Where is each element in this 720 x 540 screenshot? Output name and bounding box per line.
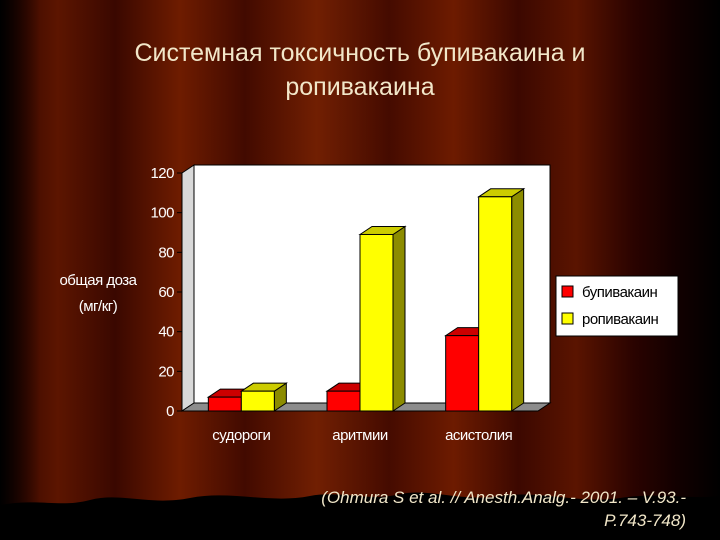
y-tick-label: 20 [158, 363, 174, 380]
y-tick-label: 100 [150, 205, 174, 222]
bar [239, 382, 288, 412]
y-tick-label: 0 [166, 403, 174, 420]
bar-side [511, 187, 525, 412]
slide-title-line2: ропивакаина [285, 73, 435, 101]
stage-floor-silhouette [0, 492, 720, 540]
left-drape-shadow [0, 0, 40, 540]
bar [358, 225, 407, 412]
legend-label: ропивакаин [582, 311, 658, 328]
citation-line1: (Ohmura S et al. // Anesth.Analg.- 2001.… [321, 488, 686, 507]
legend-swatch [561, 285, 574, 298]
y-tick-label: 80 [158, 244, 174, 261]
slide-title: Системная токсичность бупивакаина и ропи… [60, 36, 660, 104]
plot-side-wall [181, 164, 195, 412]
bar-front [445, 335, 480, 412]
legend-swatch [561, 312, 574, 325]
slide-title-line1: Системная токсичность бупивакаина и [134, 39, 586, 67]
citation: (Ohmura S et al. // Anesth.Analg.- 2001.… [166, 486, 686, 532]
x-tick-label: асистолия [445, 427, 513, 444]
x-axis-labels: судороги аритмии асистолия [212, 427, 513, 444]
bar-front [240, 390, 275, 412]
bar-front [207, 396, 242, 412]
y-tick-label: 60 [158, 284, 174, 301]
y-tick-label: 40 [158, 324, 174, 341]
y-axis-ticks: 0 20 40 60 80 100 120 [150, 165, 182, 420]
legend-box [555, 275, 679, 337]
bar-front [326, 390, 361, 412]
y-axis-label-line2: (мг/кг) [79, 298, 118, 315]
bar-series [206, 187, 526, 412]
bar-chart: 0 20 40 60 80 100 120 судороги аритмии асистолия… [59, 164, 679, 444]
x-tick-label: судороги [212, 427, 270, 444]
bar [477, 187, 526, 412]
bar-side [392, 225, 406, 412]
y-tick-label: 120 [150, 165, 174, 182]
bar-front [359, 233, 394, 412]
y-axis-label-line1: общая доза [59, 272, 137, 289]
y-axis-label: общая доза (мг/кг) [59, 272, 138, 315]
legend-label: бупивакаин [582, 284, 658, 301]
legend: бупивакаин ропивакаин [555, 275, 679, 337]
bar-front [478, 196, 513, 412]
citation-line2: P.743-748) [604, 511, 686, 530]
x-tick-label: аритмии [332, 427, 388, 444]
